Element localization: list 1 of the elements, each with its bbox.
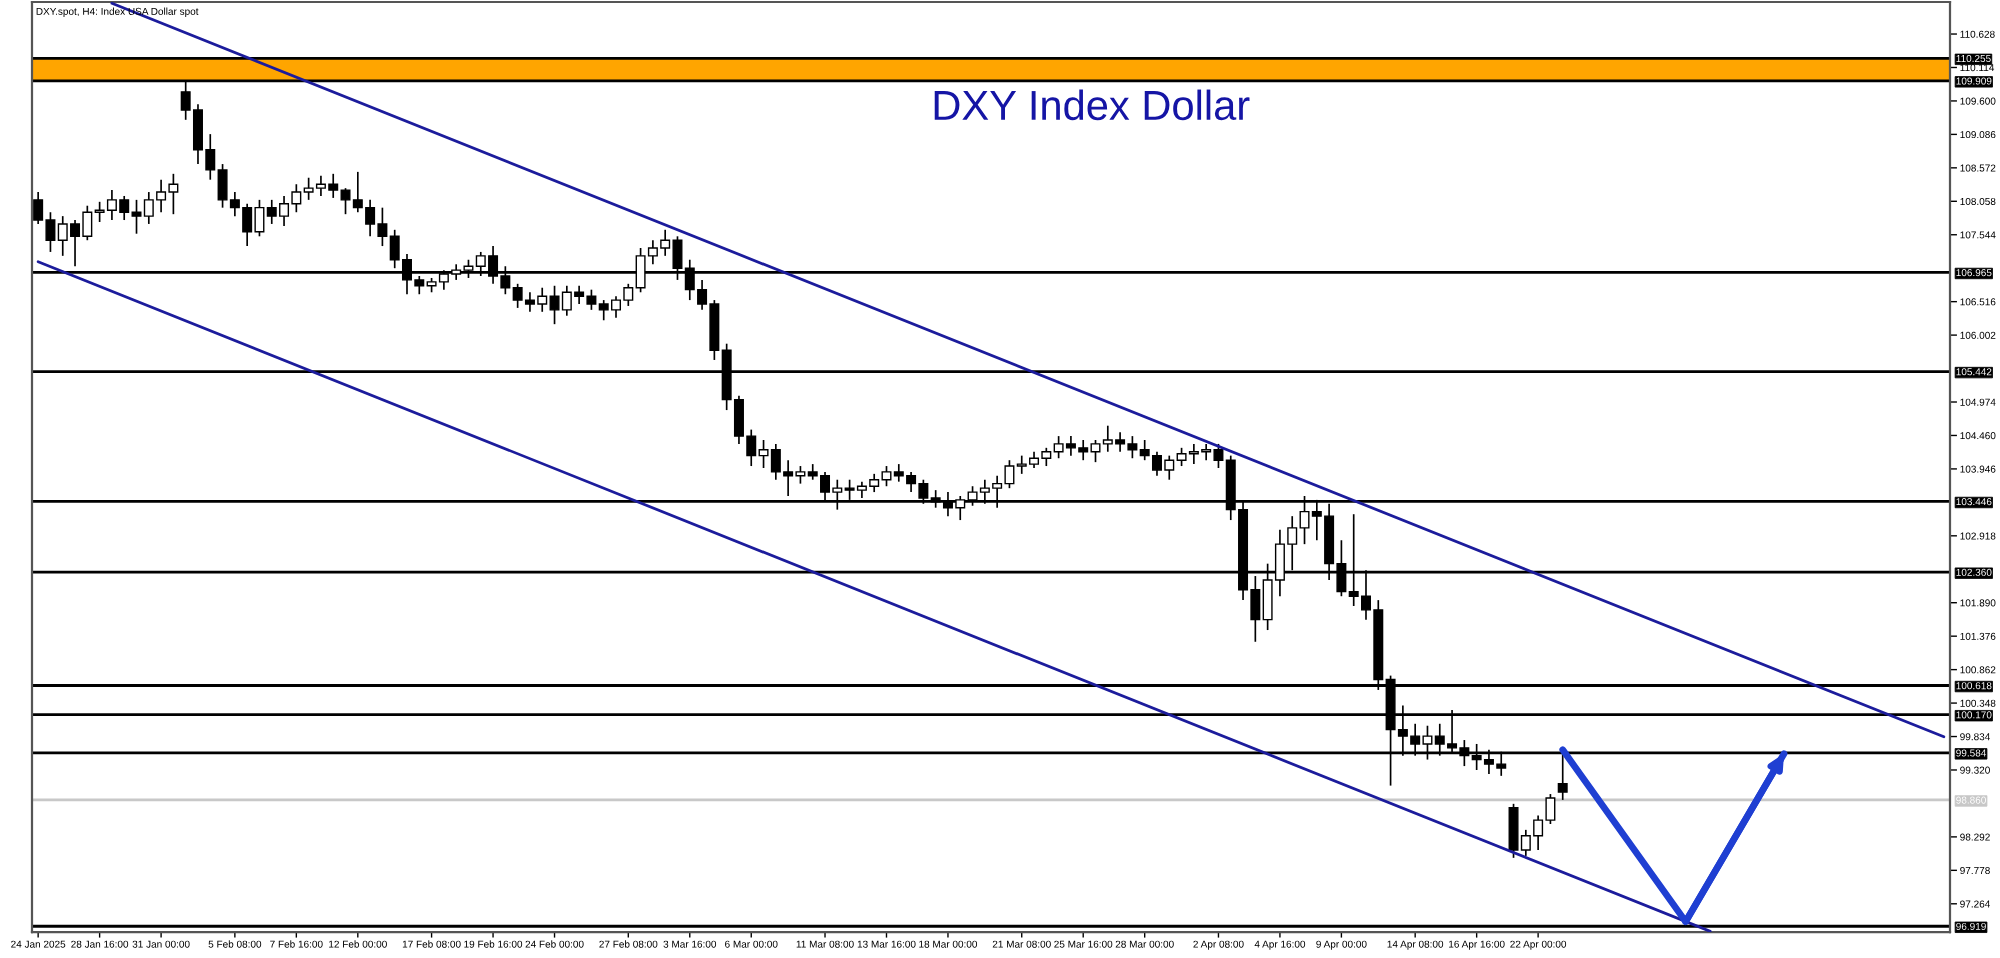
- text: DXY Index Dollar: [934, 89, 1250, 121]
